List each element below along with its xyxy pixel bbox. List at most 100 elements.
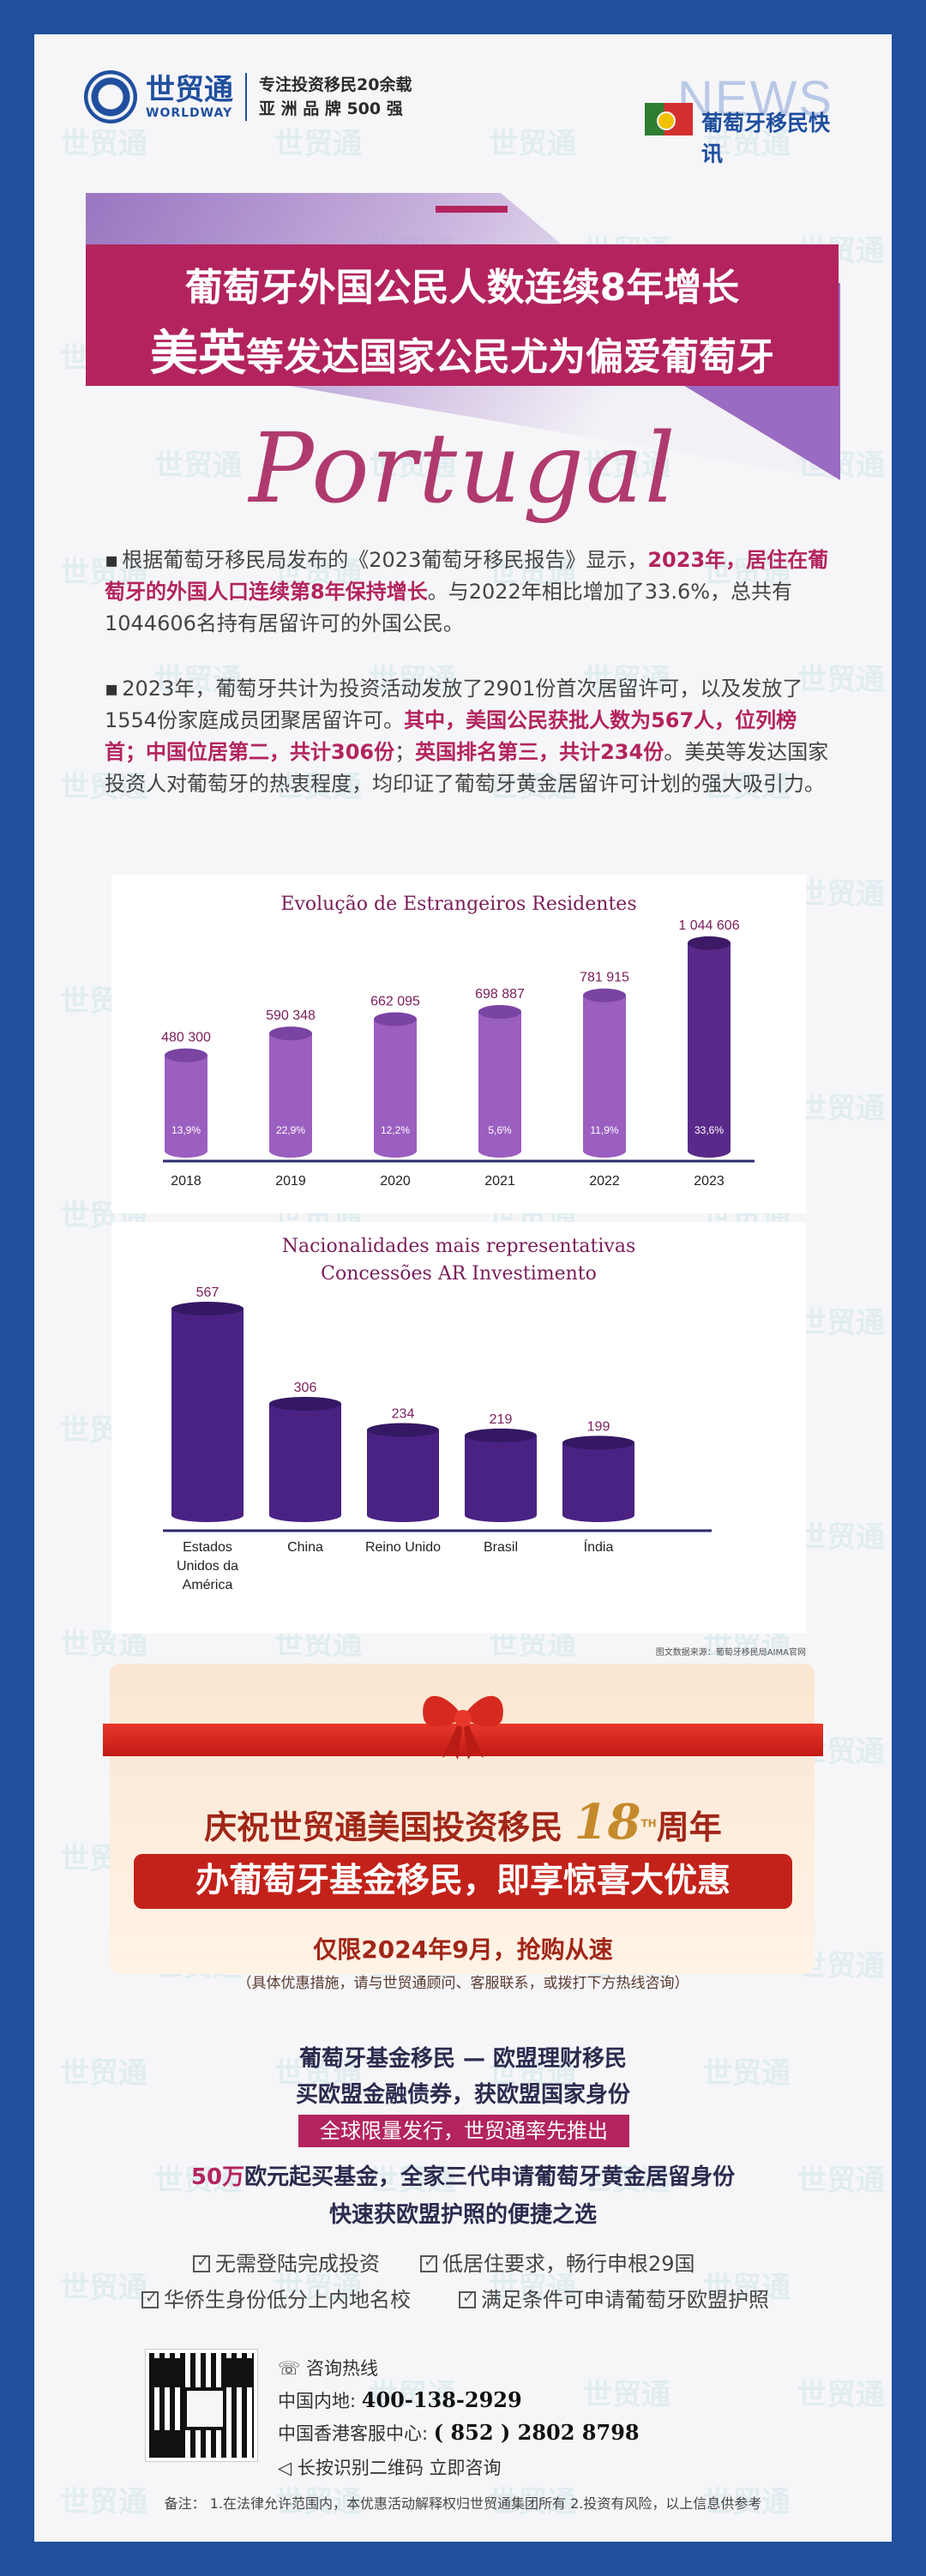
watermark-text: 世贸通 [797,877,885,912]
chart-2-value-label: 567 [196,1285,219,1300]
chart-2-bar-body [171,1309,244,1515]
promo-deadline: 仅限2024年9月，抢购从速 [313,1935,613,1964]
chart-nationalities: 567 Estados Unidos da América 306 China 234 Rei… [163,1285,712,1592]
chart-1-bar [165,1048,207,1158]
chart-1-bar-body [583,995,626,1151]
cn-phone[interactable]: 400-138-2929 [361,2387,522,2412]
watermark-text: 世贸通 [797,2378,885,2412]
watermark-text: 世贸通 [489,127,576,161]
chart-1-bar [374,1012,417,1158]
promo-offer-text: 办葡萄牙基金移民，即享惊喜大优惠 [195,1862,731,1900]
promo-note: （具体优惠措施，请与世贸通顾问、客服联系，或拨打下方热线咨询） [237,1975,689,1992]
chart-1-bar-top [583,988,626,1002]
headline-banner: 葡萄牙外国公民人数连续8年增长 美英等发达国家公民尤为偏爱葡萄牙 [86,244,839,386]
feature-2: 低居住要求，畅行申根29国 [420,2247,695,2277]
chart-2-bar [562,1435,634,1522]
chart-2-bar [171,1302,244,1522]
chart-2-bar [269,1396,341,1522]
headline-1: 葡萄牙外国公民人数连续8年增长 [184,266,740,310]
chart-2-bar [465,1428,537,1522]
portugal-script-title: Portugal [249,413,677,525]
chart-2-subtitle: Concessões AR Investimento [321,1263,597,1285]
arrow-left-icon: ◁ [278,2458,292,2478]
chart-1-bar-base [374,1144,417,1158]
chart-nationalities-panel: Nacionalidades mais representativas Conc… [111,1222,806,1634]
chart-1-category-label: 2023 [694,1174,725,1189]
chart-1-category-label: 2021 [484,1174,515,1189]
chart-1-growth-label: 13,9% [171,1124,201,1136]
chart-2-category-label: Índia [584,1538,614,1555]
chart-2-bar-top [269,1396,341,1411]
worldway-logo-icon [84,70,137,123]
source-note: 图文数据来源：葡萄牙移民局AIMA官网 [655,1648,806,1658]
chart-1-value-label: 662 095 [370,995,420,1009]
chart-1-category-label: 2022 [589,1174,620,1189]
chart-2-bar-base [465,1508,537,1522]
chart-1-bar-body [165,1055,207,1151]
phone-icon: ☏ [278,2358,301,2379]
feature-1: 无需登陆完成投资 [193,2247,380,2277]
chart-1-bar-top [478,1004,521,1019]
chart-2-bar-top [367,1423,439,1437]
chart-1-bar-body [478,1011,521,1151]
feature-4: 满足条件可申请葡萄牙欧盟护照 [459,2283,769,2313]
chart-1-value-label: 698 887 [475,987,525,1002]
hk-phone[interactable]: ( 852 ) 2802 8798 [433,2420,640,2445]
watermark-text: 世贸通 [797,1306,885,1340]
checkbox-icon [141,2289,159,2308]
qr-code-icon[interactable] [145,2349,258,2462]
logo-cn: 世贸通 [146,73,233,107]
chart-1-value-label: 781 915 [580,971,629,985]
feature-3: 华侨生身份低分上内地名校 [141,2283,411,2313]
checkbox-icon [420,2253,437,2272]
chart-1-bar-body [374,1019,417,1151]
product-subtitle: 买欧盟金融债券，获欧盟国家身份 [295,2082,630,2108]
scan-hint: ◁ 长按识别二维码 立即咨询 [278,2458,502,2478]
chart-1-value-label: 590 348 [266,1008,316,1023]
slogan-2: 亚 洲 品 牌 500 强 [259,99,403,118]
chart-1-bar [478,1004,521,1158]
chart-2-bar-top [171,1302,244,1316]
checkbox-icon [459,2289,476,2308]
chart-1-bar [688,936,731,1158]
chart-1-bar-body [269,1033,312,1151]
chart-1-bar-top [269,1026,312,1041]
product-fast-line: 快速获欧盟护照的便捷之选 [328,2202,597,2228]
chart-2-bar-body [562,1442,634,1515]
headline-2: 美英等发达国家公民尤为偏爱葡萄牙 [86,315,839,384]
portugal-flag-icon [645,103,693,135]
footnote: 备注： 1.在法律允许范围内，本优惠活动解释权归世贸通集团所有 2.投资有风险，… [164,2495,762,2512]
chart-2-category-label: América [183,1578,233,1592]
chart-1-category-label: 2019 [275,1174,306,1189]
promo-offer-box: 办葡萄牙基金移民，即享惊喜大优惠 [134,1854,792,1909]
product-tag: 全球限量发行，世贸通率先推出 [298,2115,629,2147]
chart-1-bar [269,1026,312,1158]
news-subtitle: 葡萄牙移民快讯 [701,111,831,166]
chart-2-category-label: Brasil [484,1540,518,1555]
news-word: NEWS [677,71,833,127]
chart-1-growth-label: 12,2% [381,1124,410,1136]
logo-divider [245,73,247,121]
chart-2-category-label: China [287,1540,323,1555]
chart-1-bar-base [688,1144,731,1158]
chart-1-bar-top [374,1012,417,1026]
chart-1-category-label: 2020 [380,1174,411,1189]
chart-1-value-label: 1 044 606 [678,918,739,933]
accent-bar [436,206,508,213]
headline-2-rest: 等发达国家公民尤为偏爱葡萄牙 [246,335,774,379]
chart-2-bar [367,1423,439,1522]
ribbon-bow-icon [423,1695,503,1760]
watermark-text: 世贸通 [797,1092,885,1126]
chart-1-bar-top [165,1048,207,1062]
chart-2-bar-top [562,1435,634,1450]
chart-1-category-label: 2018 [171,1174,201,1189]
product-fund-line: 50万欧元起买基金，全家三代申请葡萄牙黄金居留身份 [190,2164,736,2190]
chart-2-bar-body [367,1429,439,1515]
paragraph-1: 根据葡萄牙移民局发布的《2023葡萄牙移民报告》显示，2023年，居住在葡萄牙的… [105,545,833,640]
chart-2-value-label: 234 [392,1407,415,1422]
chart-2-value-label: 306 [294,1381,317,1395]
chart-2-title: Nacionalidades mais representativas [281,1236,636,1257]
hotline-hk: 中国香港客服中心: ( 852 ) 2802 8798 [278,2420,640,2445]
chart-1-bar-base [478,1144,521,1158]
promo-anniversary: 庆祝世贸通美国投资移民 18TH周年 [204,1794,722,1851]
